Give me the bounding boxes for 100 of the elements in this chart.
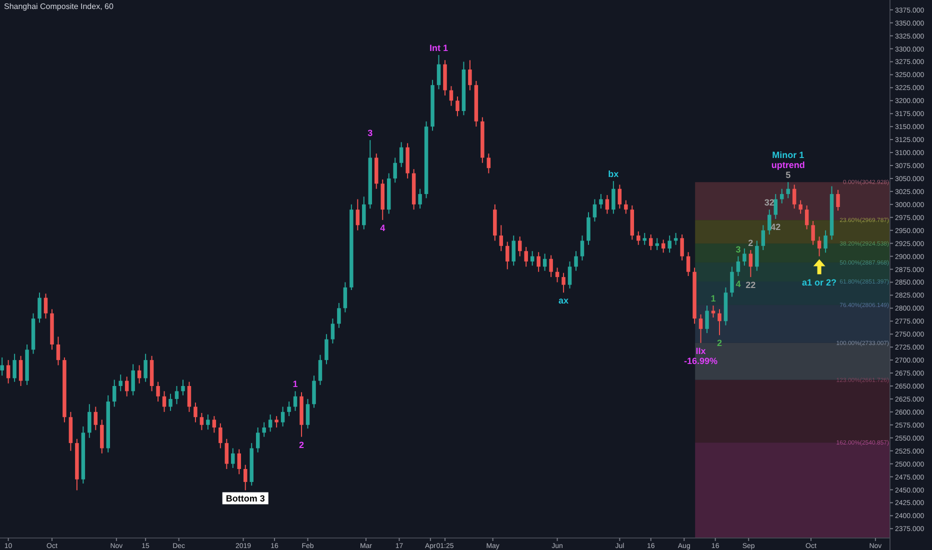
candlestick bbox=[748, 250, 753, 278]
candlestick bbox=[144, 353, 148, 382]
candlestick bbox=[499, 224, 504, 252]
candlestick bbox=[468, 60, 472, 91]
candlestick bbox=[798, 200, 802, 214]
candlestick bbox=[580, 235, 584, 261]
candlestick bbox=[674, 232, 678, 246]
annotation: 5 bbox=[786, 170, 791, 180]
candlestick bbox=[306, 398, 310, 430]
annotation: 2 bbox=[748, 238, 754, 248]
candlestick bbox=[680, 234, 684, 261]
annotation: -16.99% bbox=[684, 356, 718, 366]
annotation: Int 1 bbox=[430, 42, 448, 53]
candlestick bbox=[287, 401, 291, 417]
candlestick bbox=[698, 314, 703, 344]
candlestick bbox=[124, 376, 129, 397]
candlestick bbox=[730, 266, 734, 298]
candlestick bbox=[711, 305, 716, 318]
candlestick bbox=[592, 198, 597, 222]
annotation: 4 bbox=[380, 222, 386, 233]
candlestick bbox=[181, 379, 185, 396]
candlestick bbox=[356, 198, 360, 231]
candlestick bbox=[118, 374, 122, 392]
candlestick bbox=[56, 336, 60, 366]
candlestick bbox=[792, 184, 796, 210]
candlestick bbox=[836, 189, 840, 212]
annotation: 2 bbox=[716, 338, 722, 348]
candlestick bbox=[244, 464, 248, 491]
candlestick bbox=[530, 250, 534, 266]
candlestick bbox=[768, 209, 772, 235]
candlestick bbox=[337, 302, 341, 328]
candlestick bbox=[586, 212, 590, 246]
candlestick bbox=[755, 240, 759, 272]
candlestick bbox=[343, 282, 348, 313]
annotation: Bottom 3 bbox=[226, 493, 265, 504]
candlestick bbox=[817, 236, 822, 257]
candlestick bbox=[636, 230, 640, 246]
candlestick bbox=[742, 248, 746, 266]
candlestick bbox=[518, 236, 522, 257]
candlestick bbox=[736, 256, 740, 277]
candlestick bbox=[212, 416, 216, 434]
annotation: 3 bbox=[736, 244, 741, 254]
annotation: uptrend bbox=[771, 160, 805, 170]
candlestick bbox=[293, 390, 298, 412]
candlestick bbox=[6, 360, 10, 384]
candlestick bbox=[449, 86, 454, 106]
annotation: 32 bbox=[764, 198, 774, 208]
candlestick bbox=[418, 188, 422, 210]
annotation: 1 bbox=[710, 294, 716, 304]
candlestick bbox=[231, 448, 235, 468]
candlestick bbox=[0, 356, 4, 376]
candlestick bbox=[605, 194, 610, 214]
candlestick bbox=[12, 353, 16, 382]
candlestick bbox=[162, 390, 166, 412]
candlestick bbox=[705, 305, 709, 334]
candlestick bbox=[174, 385, 179, 405]
candlestick bbox=[542, 253, 547, 272]
candlestick bbox=[262, 422, 266, 438]
candlestick bbox=[399, 142, 404, 168]
annotation: 1 bbox=[292, 379, 298, 390]
candlestick bbox=[824, 230, 828, 254]
candlestick bbox=[312, 375, 316, 408]
candlestick bbox=[524, 246, 528, 268]
candlestick bbox=[612, 180, 616, 214]
candlestick bbox=[274, 416, 278, 428]
candlestick bbox=[280, 406, 285, 427]
candlestick bbox=[206, 414, 210, 430]
candlestick bbox=[761, 224, 766, 251]
candlestick bbox=[256, 426, 260, 453]
candlestick bbox=[318, 354, 322, 386]
candlestick bbox=[362, 196, 366, 230]
candlestick bbox=[168, 393, 172, 412]
candlestick bbox=[811, 220, 815, 246]
candlestick bbox=[330, 318, 335, 344]
candlestick bbox=[642, 232, 646, 246]
candlestick bbox=[555, 267, 560, 283]
candlestick bbox=[574, 250, 578, 272]
candlestick bbox=[436, 54, 441, 90]
annotation: Minor 1 bbox=[772, 150, 804, 160]
candlestick bbox=[112, 379, 116, 408]
candlestick bbox=[599, 194, 603, 210]
candlestick bbox=[218, 422, 222, 449]
candlestick bbox=[224, 438, 229, 470]
chart-title: Shanghai Composite Index, 60 bbox=[4, 2, 114, 11]
candlestick bbox=[187, 381, 192, 412]
candlestick bbox=[618, 184, 622, 210]
candlestick bbox=[648, 234, 653, 251]
annotation: IIx bbox=[696, 346, 706, 356]
candlestick bbox=[562, 272, 566, 294]
candlestick bbox=[686, 252, 690, 277]
candlestick bbox=[88, 404, 92, 438]
candlestick bbox=[393, 157, 397, 184]
candlestick bbox=[668, 235, 672, 254]
candlestick bbox=[536, 252, 540, 272]
annotation: a1 or 2? bbox=[802, 277, 837, 288]
candlestick bbox=[156, 381, 160, 402]
candlestick bbox=[624, 200, 628, 214]
candlestick bbox=[568, 260, 572, 289]
candlestick bbox=[718, 308, 722, 336]
candlestick bbox=[512, 235, 516, 266]
